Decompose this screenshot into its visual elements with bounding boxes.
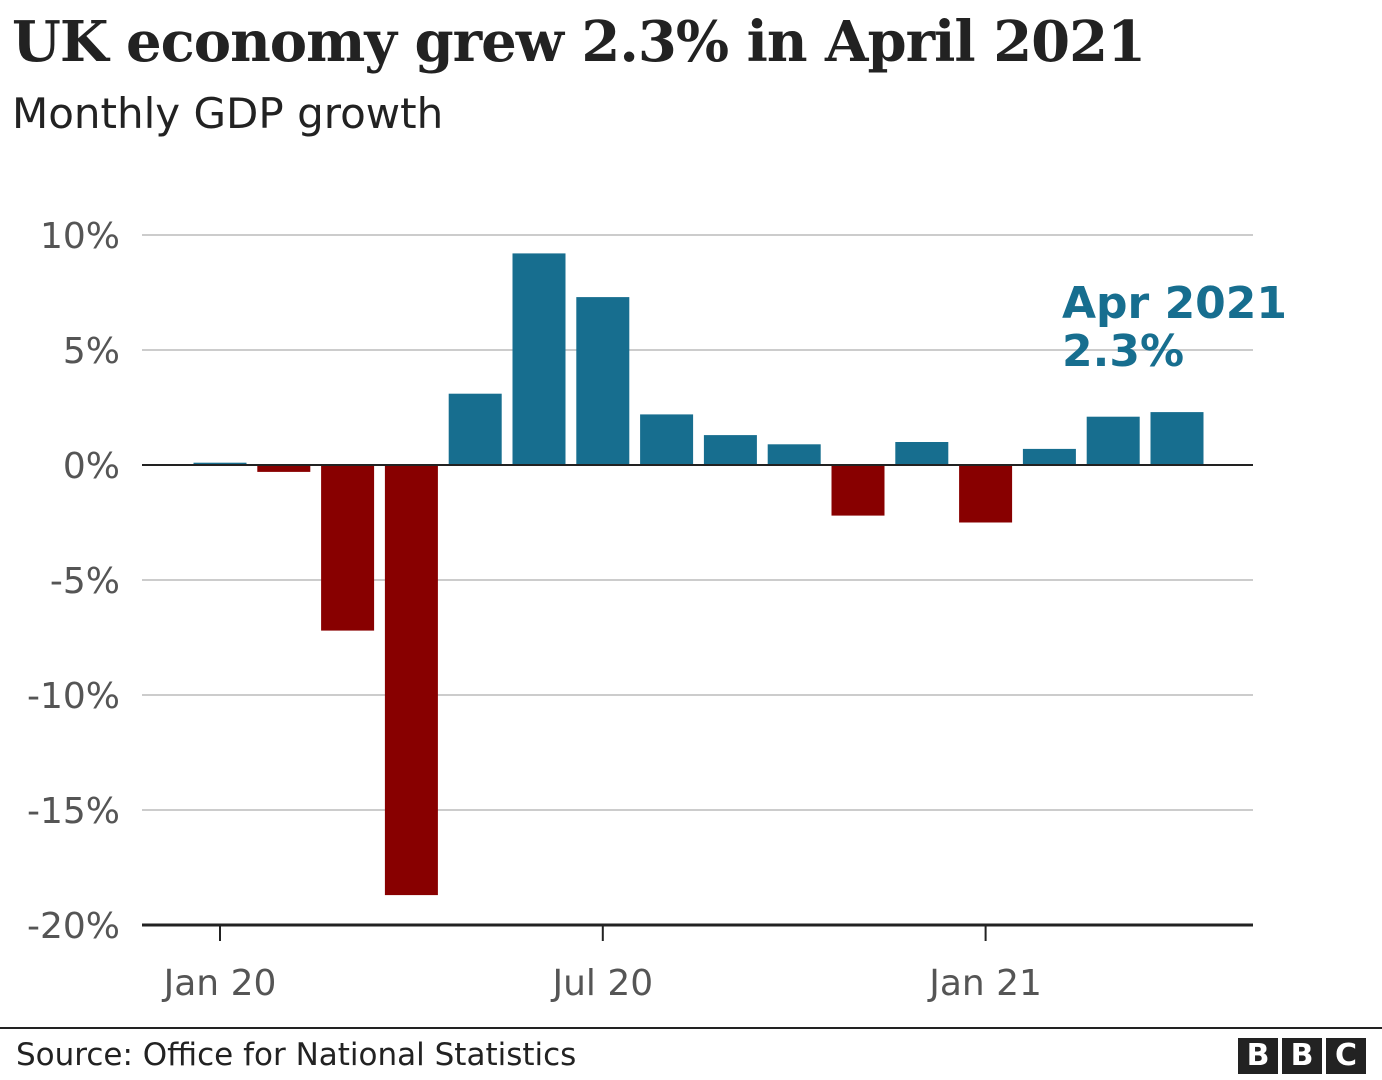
y-tick-label: -20%: [27, 906, 120, 947]
chart-subtitle: Monthly GDP growth: [12, 89, 444, 138]
annotation-label-value: 2.3%: [1062, 326, 1184, 377]
axes: [142, 464, 1253, 927]
bbc-logo-letter: C: [1326, 1038, 1366, 1074]
bars: [193, 253, 1204, 896]
gridlines: [142, 234, 1253, 811]
y-tick-label: -15%: [27, 791, 120, 832]
chart-title: UK economy grew 2.3% in April 2021: [12, 9, 1146, 75]
bbc-logo-letter: B: [1282, 1038, 1322, 1074]
bar: [1086, 416, 1140, 465]
x-tick-label: Jan 21: [927, 963, 1042, 1004]
bar: [448, 393, 502, 465]
annotation: Apr 2021 2.3%: [1062, 278, 1287, 377]
bar-chart: 10%5%0%-5%-10%-15%-20% Jan 20 Jul 20 Jan 2…: [27, 216, 1287, 1004]
y-axis-tick-labels: 10% 5% 0% -5% -10% -15% -20%: [27, 216, 120, 947]
y-tick-label: -5%: [50, 561, 120, 602]
bar: [1022, 448, 1076, 465]
bar: [959, 465, 1013, 523]
annotation-label-month: Apr 2021: [1062, 278, 1287, 329]
bar: [767, 444, 821, 465]
bar: [512, 253, 566, 465]
y-tick-label: 0%: [63, 446, 120, 487]
bar: [576, 297, 630, 465]
bar: [703, 435, 757, 465]
source-note: Source: Office for National Statistics: [16, 1037, 577, 1073]
x-axis-ticks: Jan 20 Jul 20 Jan 21: [162, 925, 1042, 1004]
x-tick-label: Jan 20: [162, 963, 277, 1004]
y-tick-label: 10%: [40, 216, 120, 257]
bar: [895, 442, 949, 465]
y-tick-label: 5%: [63, 331, 120, 372]
bar: [193, 462, 247, 465]
bar: [257, 465, 311, 472]
bbc-logo-letter: B: [1238, 1038, 1278, 1074]
bar: [1150, 412, 1204, 465]
bbc-logo: B B C: [1238, 1038, 1366, 1074]
bar: [831, 465, 885, 516]
x-tick-label: Jul 20: [550, 963, 653, 1004]
y-tick-label: -10%: [27, 676, 120, 717]
bar: [640, 414, 694, 465]
footer-divider: [0, 1027, 1382, 1029]
bar: [321, 465, 375, 631]
bar: [384, 465, 438, 896]
